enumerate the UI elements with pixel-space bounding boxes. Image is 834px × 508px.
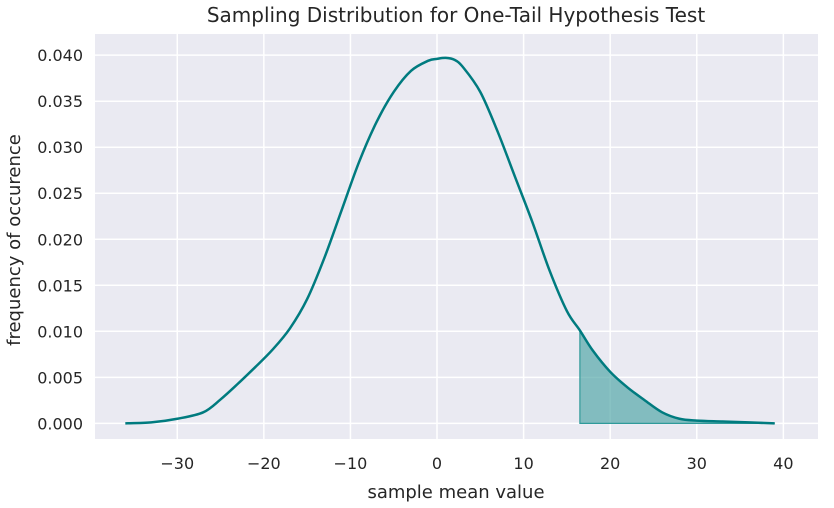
x-axis-label: sample mean value: [367, 482, 544, 503]
y-tick-label: 0.010: [37, 322, 83, 341]
y-tick-label: 0.005: [37, 368, 83, 387]
y-tick-labels: 0.000 0.005 0.010 0.015 0.020 0.025 0.030 0.035…: [37, 46, 83, 433]
y-tick-label: 0.040: [37, 46, 83, 65]
y-axis-label: frequency of occurence: [4, 134, 25, 346]
x-tick-label: 20: [600, 454, 620, 473]
x-tick-label: −30: [160, 454, 194, 473]
x-tick-label: 10: [513, 454, 533, 473]
y-tick-label: 0.000: [37, 414, 83, 433]
y-tick-label: 0.035: [37, 92, 83, 111]
distribution-curve: [125, 56, 775, 425]
plot-background: [95, 34, 818, 439]
x-tick-label: −10: [334, 454, 368, 473]
x-tick-labels: −30 −20 −10 0 10 20 30 40: [160, 454, 793, 473]
grid-y: [95, 54, 818, 425]
y-tick-label: 0.025: [37, 184, 83, 203]
x-tick-label: 40: [773, 454, 793, 473]
x-tick-label: 30: [687, 454, 707, 473]
y-tick-label: 0.030: [37, 138, 83, 157]
y-tick-label: 0.020: [37, 230, 83, 249]
chart-title: Sampling Distribution for One-Tail Hypot…: [207, 3, 706, 27]
y-tick-label: 0.015: [37, 276, 83, 295]
x-tick-label: 0: [432, 454, 442, 473]
x-tick-label: −20: [247, 454, 281, 473]
